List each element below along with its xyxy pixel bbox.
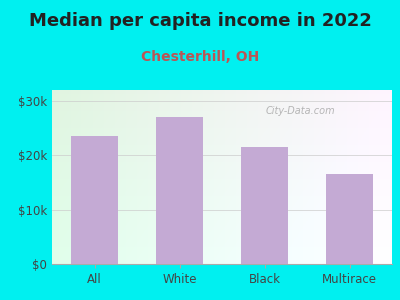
Bar xyxy=(156,117,203,264)
Bar xyxy=(71,136,118,264)
Bar xyxy=(241,147,288,264)
Text: Chesterhill, OH: Chesterhill, OH xyxy=(141,50,259,64)
Bar xyxy=(326,174,373,264)
Text: Median per capita income in 2022: Median per capita income in 2022 xyxy=(28,12,372,30)
Text: City-Data.com: City-Data.com xyxy=(265,106,335,116)
